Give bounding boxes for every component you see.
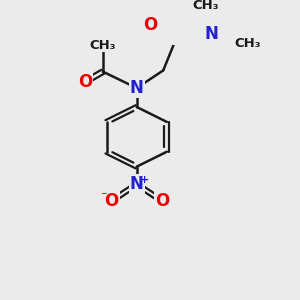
- Text: N: N: [130, 79, 144, 97]
- Text: ⁻: ⁻: [100, 190, 107, 203]
- Text: +: +: [140, 175, 150, 185]
- Text: O: O: [143, 16, 157, 34]
- Text: N: N: [205, 25, 219, 43]
- Text: O: O: [155, 192, 169, 210]
- Text: N: N: [130, 175, 144, 193]
- Text: O: O: [78, 73, 92, 91]
- Text: O: O: [105, 192, 119, 210]
- Text: CH₃: CH₃: [193, 0, 219, 13]
- Text: CH₃: CH₃: [234, 38, 260, 50]
- Text: CH₃: CH₃: [90, 39, 116, 52]
